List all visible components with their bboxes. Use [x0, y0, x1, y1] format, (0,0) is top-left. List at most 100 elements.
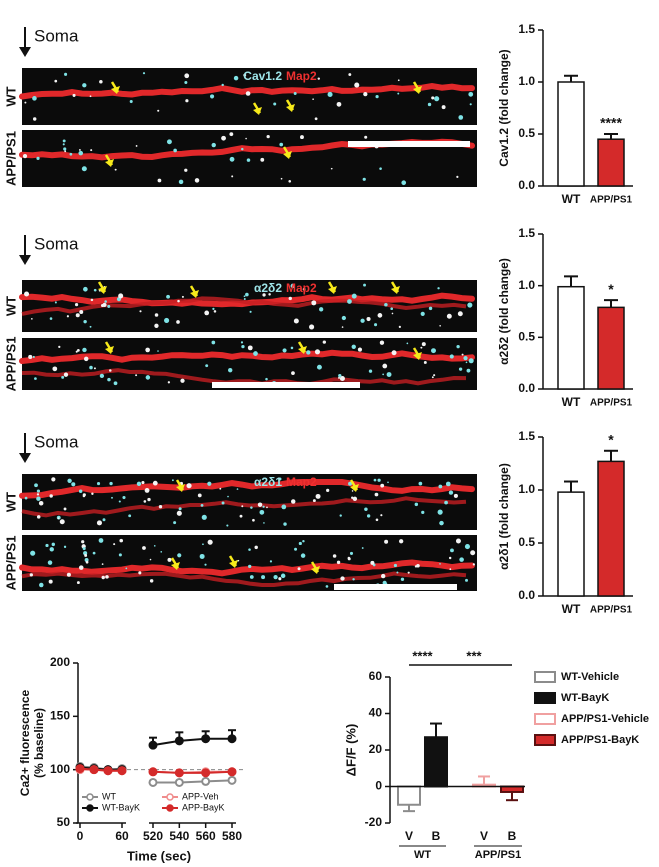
puncta	[93, 288, 97, 292]
puncta	[75, 313, 80, 318]
y-axis-label: Cav1.2 (fold change)	[497, 49, 511, 166]
puncta	[213, 310, 217, 313]
puncta	[260, 157, 265, 162]
puncta	[347, 556, 351, 560]
x-tick-label: V	[405, 829, 413, 843]
puncta	[428, 306, 433, 311]
puncta	[38, 500, 44, 506]
puncta	[227, 495, 229, 498]
puncta	[381, 573, 386, 579]
x-tick-label: V	[480, 829, 488, 843]
puncta	[177, 299, 180, 303]
puncta	[336, 560, 341, 565]
arrowhead	[98, 286, 107, 294]
puncta	[248, 548, 251, 551]
puncta	[105, 575, 109, 579]
x-tick-label: 580	[222, 829, 242, 843]
puncta	[259, 509, 265, 515]
puncta	[360, 318, 365, 323]
puncta	[262, 505, 265, 508]
soma-label: Soma	[34, 234, 79, 253]
puncta	[380, 483, 385, 488]
puncta	[79, 310, 84, 315]
puncta	[184, 81, 188, 85]
puncta	[278, 477, 282, 481]
y-tick-label: 60	[369, 669, 383, 683]
point	[174, 768, 184, 778]
y-tick-label: 1.5	[518, 226, 535, 240]
puncta	[312, 499, 316, 503]
puncta	[416, 564, 420, 568]
puncta	[109, 369, 112, 372]
puncta	[288, 296, 293, 301]
puncta	[420, 346, 423, 349]
puncta	[281, 504, 287, 510]
arrowhead	[176, 484, 185, 492]
puncta	[300, 553, 306, 558]
puncta	[85, 560, 89, 564]
puncta	[279, 142, 284, 147]
x-tick-label: 560	[196, 829, 216, 843]
puncta	[167, 557, 172, 562]
arrowhead	[253, 107, 262, 115]
puncta	[294, 547, 298, 551]
bar	[557, 285, 585, 390]
puncta	[226, 524, 229, 527]
x-tick-label: APP/PS1	[590, 195, 633, 206]
puncta	[24, 101, 27, 104]
puncta	[212, 307, 215, 311]
puncta	[36, 496, 41, 501]
puncta	[245, 137, 247, 140]
puncta	[283, 522, 287, 526]
puncta	[84, 554, 88, 557]
puncta	[456, 344, 460, 349]
puncta	[311, 300, 317, 306]
puncta	[58, 345, 61, 348]
puncta	[302, 287, 306, 291]
puncta	[102, 518, 106, 522]
puncta	[64, 150, 67, 153]
puncta	[263, 522, 265, 524]
puncta	[49, 317, 53, 320]
puncta	[153, 545, 156, 547]
puncta	[228, 367, 233, 373]
puncta	[83, 356, 89, 362]
arrowhead	[229, 560, 238, 568]
puncta	[261, 575, 266, 580]
puncta	[390, 307, 394, 311]
point	[227, 767, 237, 777]
puncta	[341, 315, 346, 321]
row-label: WT	[3, 296, 18, 316]
puncta	[32, 355, 35, 359]
puncta	[312, 98, 314, 101]
puncta	[458, 367, 463, 371]
puncta	[291, 499, 296, 504]
y-tick-label: 0.5	[518, 330, 535, 344]
arrowhead	[105, 346, 114, 354]
dendrite	[21, 496, 467, 518]
puncta	[362, 177, 366, 181]
puncta	[49, 494, 53, 498]
puncta	[233, 75, 239, 81]
puncta	[113, 381, 118, 386]
puncta	[63, 372, 69, 377]
puncta	[241, 344, 245, 349]
puncta	[338, 376, 341, 379]
arrowhead	[413, 352, 422, 360]
puncta	[171, 479, 174, 482]
puncta	[178, 507, 182, 511]
legend-swatch	[534, 734, 556, 746]
puncta	[78, 489, 83, 494]
point	[117, 766, 127, 776]
puncta	[64, 72, 68, 76]
puncta	[92, 551, 96, 555]
puncta	[89, 95, 92, 98]
puncta	[24, 496, 28, 500]
puncta	[269, 560, 273, 563]
puncta	[75, 350, 78, 353]
puncta	[421, 510, 425, 515]
puncta	[160, 551, 163, 553]
arrowhead	[190, 290, 199, 298]
puncta	[122, 495, 126, 500]
